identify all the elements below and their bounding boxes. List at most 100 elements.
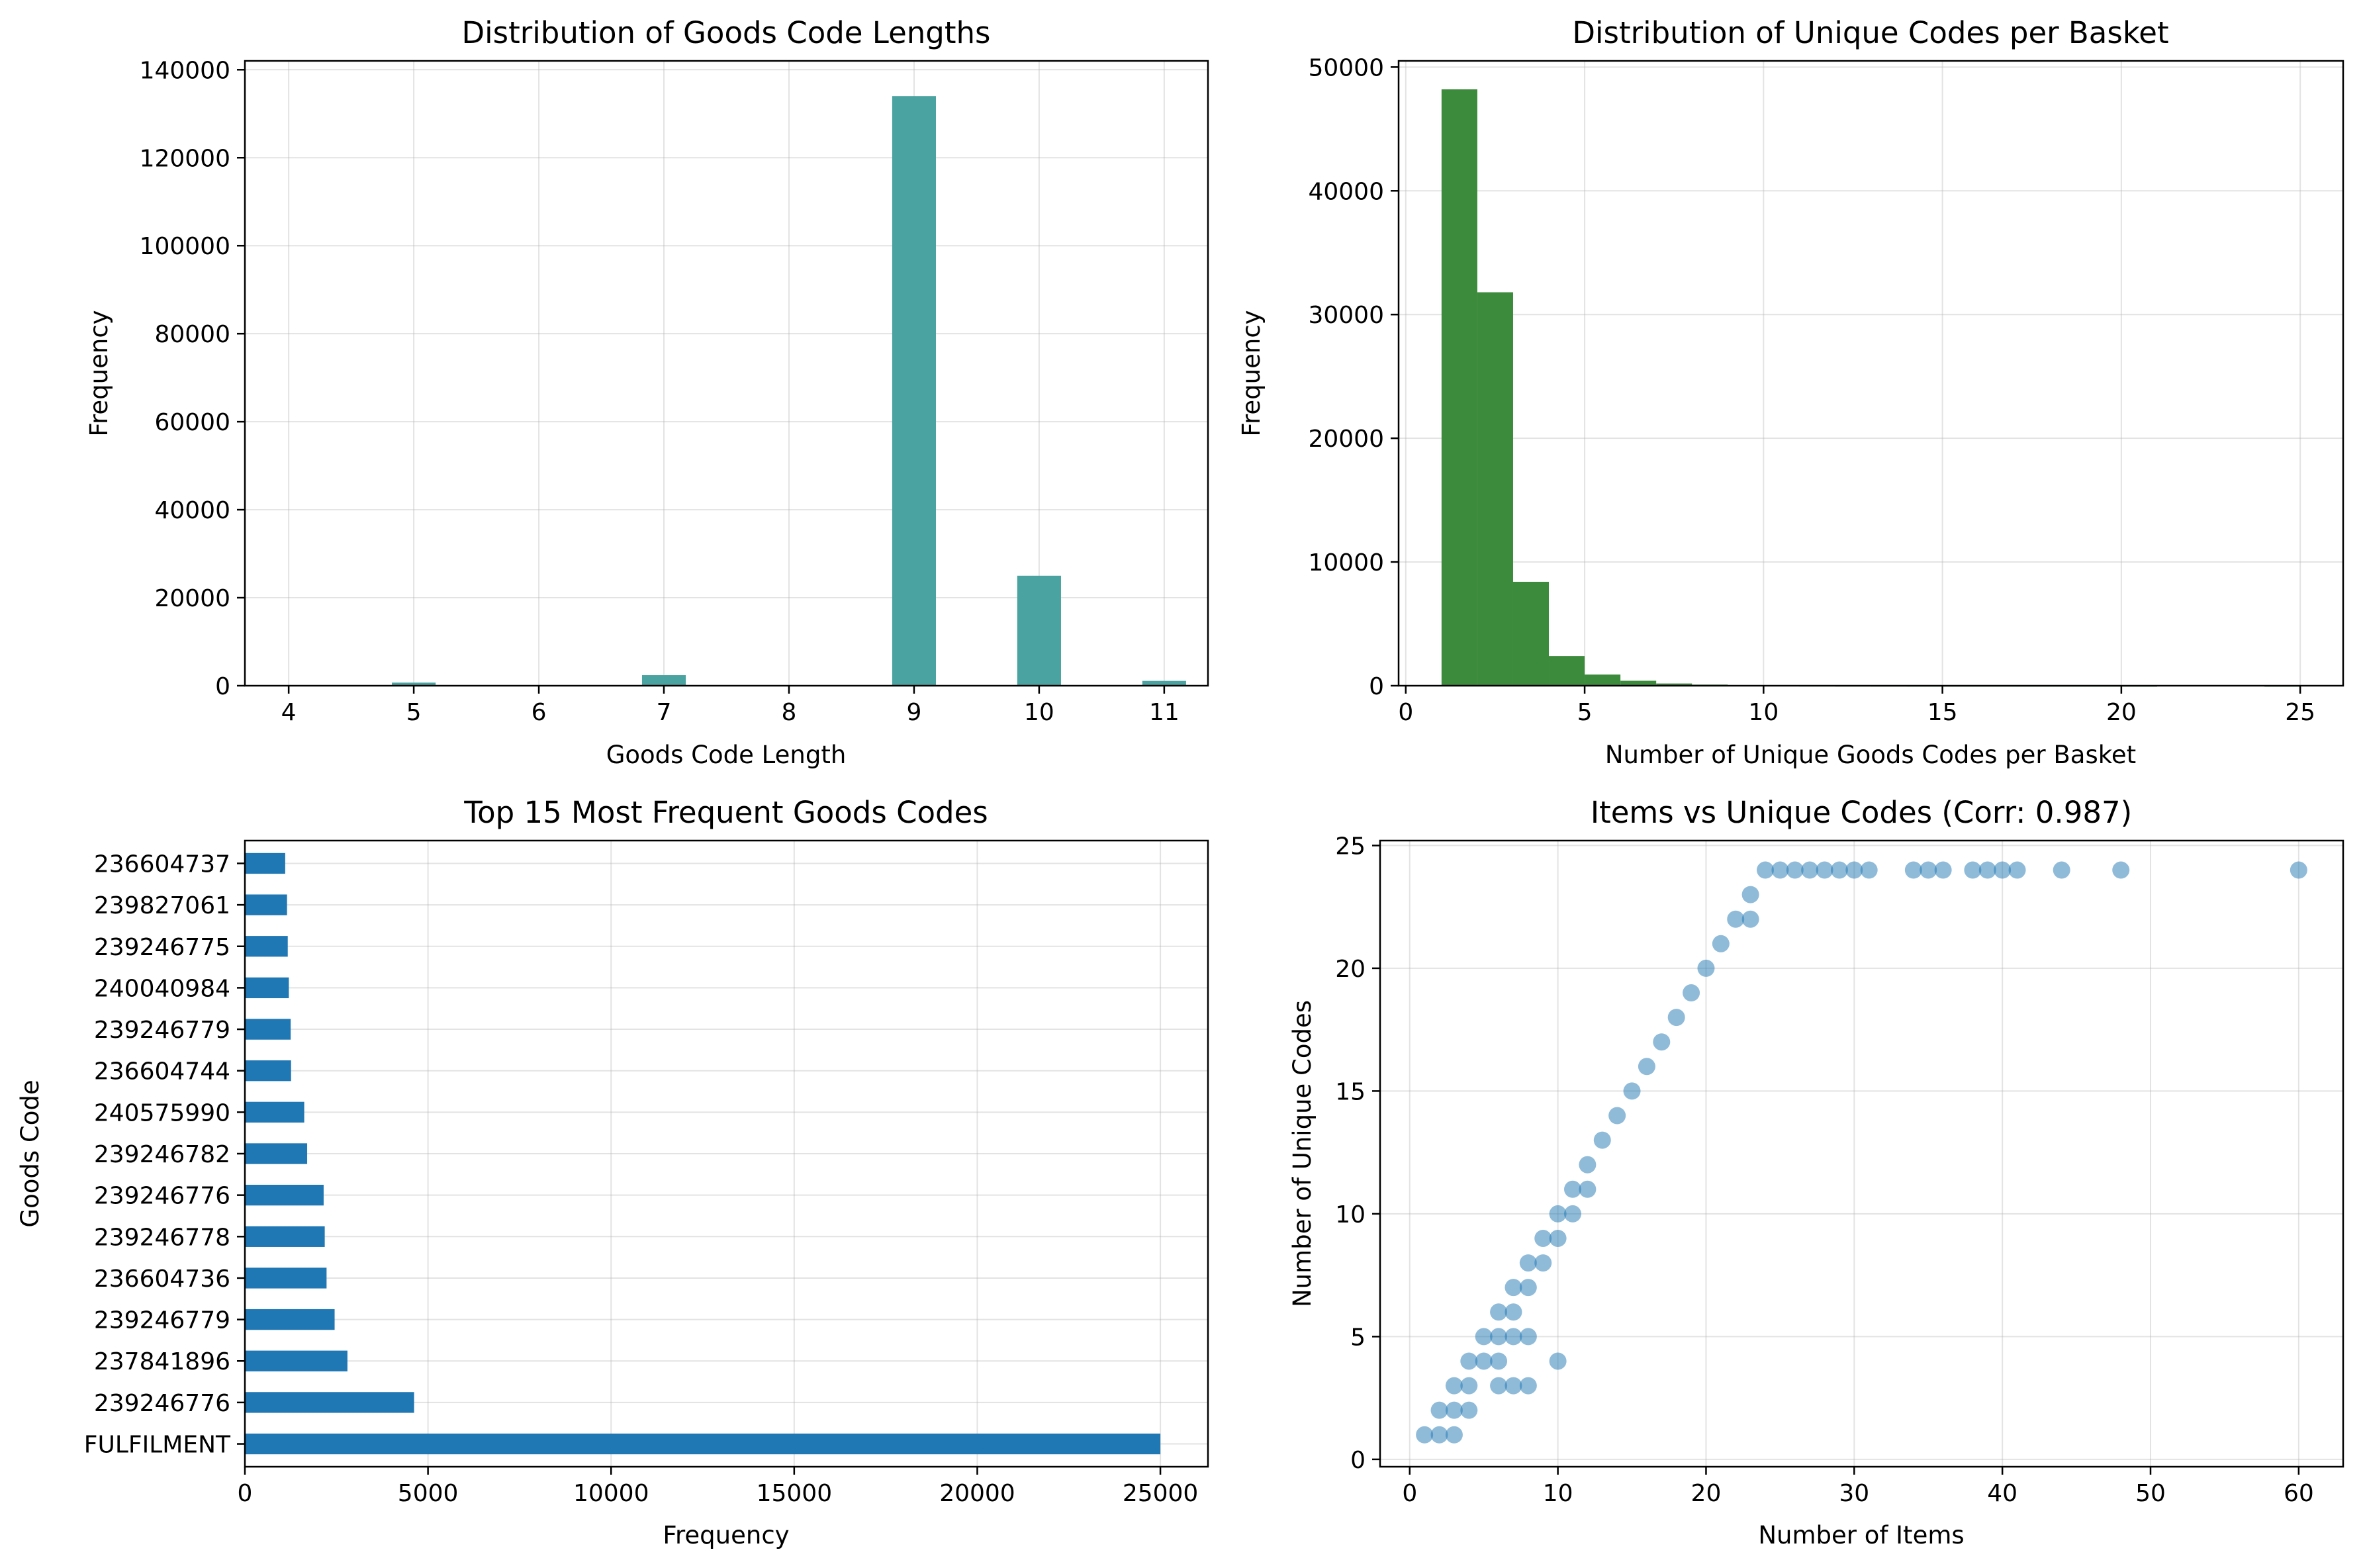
y-tick-label: 240575990 [94, 1099, 230, 1127]
y-tick-label: 10 [1335, 1201, 1366, 1228]
y-tick-label: FULFILMENT [84, 1432, 231, 1459]
scatter-point [1490, 1352, 1508, 1370]
x-axis-label: Number of Unique Goods Codes per Basket [1605, 741, 2136, 769]
y-tick-label: 20000 [1308, 426, 1384, 453]
histogram-bar [1017, 575, 1061, 686]
scatter-point [1445, 1426, 1463, 1444]
x-axis-label: Frequency [663, 1521, 789, 1549]
goods-code-bar [245, 1433, 1161, 1455]
goods-code-bar [245, 1392, 414, 1413]
scatter-point [1623, 1082, 1641, 1100]
scatter-point [1460, 1377, 1478, 1395]
scatter-point [1934, 861, 1952, 879]
y-tick-label: 0 [1369, 673, 1384, 700]
scatter-point [1460, 1352, 1478, 1370]
x-tick-label: 0 [1402, 1480, 1417, 1507]
x-tick-label: 5 [406, 699, 422, 726]
x-tick-label: 15000 [757, 1480, 833, 1507]
scatter-point [1519, 1377, 1537, 1395]
scatter-point [1505, 1328, 1522, 1346]
scatter-point [1475, 1352, 1493, 1370]
x-tick-label: 4 [281, 699, 297, 726]
y-tick-label: 25 [1335, 833, 1366, 860]
scatter-point [1712, 935, 1730, 952]
goods-code-bar [245, 894, 287, 915]
histogram-bar [1585, 674, 1621, 686]
x-tick-label: 7 [657, 699, 672, 726]
top-goods-codes-panel: 0 5000 10000 15000 20000 25000 236604737 239827… [16, 795, 1209, 1549]
scatter-point [2053, 861, 2070, 879]
histogram-bar [1441, 89, 1477, 686]
x-axis-label: Number of Items [1758, 1521, 1964, 1549]
y-tick-label: 5 [1350, 1324, 1366, 1351]
scatter-points [1416, 861, 2307, 1444]
histogram-bar [1142, 680, 1186, 686]
y-tick-label: 100000 [140, 233, 230, 260]
unique-codes-axes-frame [1397, 60, 2344, 687]
scatter-point [1490, 1328, 1508, 1346]
scatter-point [2112, 861, 2130, 879]
scatter-point [1475, 1328, 1493, 1346]
y-tick-label: 239827061 [94, 892, 230, 919]
scatter-point [1816, 861, 1833, 879]
y-tick-label: 236604736 [94, 1266, 230, 1293]
scatter-point [1653, 1033, 1671, 1051]
scatter-point [1920, 861, 1937, 879]
x-tick-label: 6 [532, 699, 547, 726]
scatter-point [1904, 861, 1922, 879]
scatter-point [1564, 1180, 1581, 1198]
y-tick-label: 0 [215, 673, 230, 700]
goods-code-bar [245, 1101, 304, 1123]
scatter-point [1727, 910, 1745, 928]
x-tick-label: 20000 [939, 1480, 1015, 1507]
x-tick-label: 0 [1398, 699, 1413, 726]
x-tick-label: 25000 [1123, 1480, 1199, 1507]
goods-code-bar [245, 1019, 291, 1040]
y-tick-label: 0 [1350, 1447, 1366, 1474]
chart-title: Top 15 Most Frequent Goods Codes [463, 795, 988, 830]
y-tick-label: 239246782 [94, 1141, 230, 1168]
code-length-histogram-panel: 4 5 6 7 8 9 10 11 0 20000 40000 60000 80000 100000 120… [85, 15, 1209, 769]
scatter-point [1505, 1377, 1522, 1395]
items-vs-unique-scatter-panel: 0 10 20 30 40 50 60 0 5 10 15 20 25 Items vs Unique … [1288, 795, 2344, 1549]
x-tick-label: 25 [2285, 699, 2315, 726]
scatter-point [1608, 1107, 1626, 1125]
scatter-point [1505, 1303, 1522, 1321]
scatter-point [1534, 1229, 1552, 1247]
scatter-point [1697, 959, 1715, 977]
scatter-point [1683, 984, 1700, 1002]
histogram-bar [1549, 656, 1585, 686]
code-length-axes-frame [244, 60, 1209, 687]
y-tick-label: 20 [1335, 956, 1366, 983]
y-tick-label: 140000 [140, 57, 230, 84]
scatter-point [1490, 1303, 1508, 1321]
y-tick-label: 239246779 [94, 1017, 230, 1044]
goods-code-bar [245, 977, 289, 999]
y-tick-label: 20000 [154, 585, 230, 612]
scatter-point [1964, 861, 1982, 879]
histogram-bar [641, 675, 686, 686]
scatter-point [1845, 861, 1863, 879]
goods-code-bar [245, 1143, 308, 1164]
x-tick-label: 0 [238, 1480, 253, 1507]
scatter-axes-frame [1379, 839, 2344, 1468]
scatter-point [1445, 1401, 1463, 1419]
scatter-point [1549, 1205, 1567, 1222]
y-tick-label: 30000 [1308, 302, 1384, 329]
histogram-bar [1656, 683, 1692, 686]
histogram-bar [1477, 292, 1513, 686]
y-tick-label: 239246776 [94, 1390, 230, 1417]
y-tick-label: 239246775 [94, 934, 230, 961]
y-tick-label: 80000 [154, 321, 230, 348]
top-codes-bars [245, 853, 1161, 1455]
scatter-point [1830, 861, 1848, 879]
y-tick-label: 40000 [1308, 178, 1384, 205]
y-tick-label: 15 [1335, 1078, 1366, 1105]
chart-title: Distribution of Unique Codes per Basket [1572, 15, 2168, 50]
y-tick-label: 237841896 [94, 1348, 230, 1375]
x-tick-label: 9 [906, 699, 921, 726]
scatter-point [1786, 861, 1804, 879]
y-tick-label: 120000 [140, 145, 230, 172]
goods-code-bar [245, 1226, 325, 1247]
